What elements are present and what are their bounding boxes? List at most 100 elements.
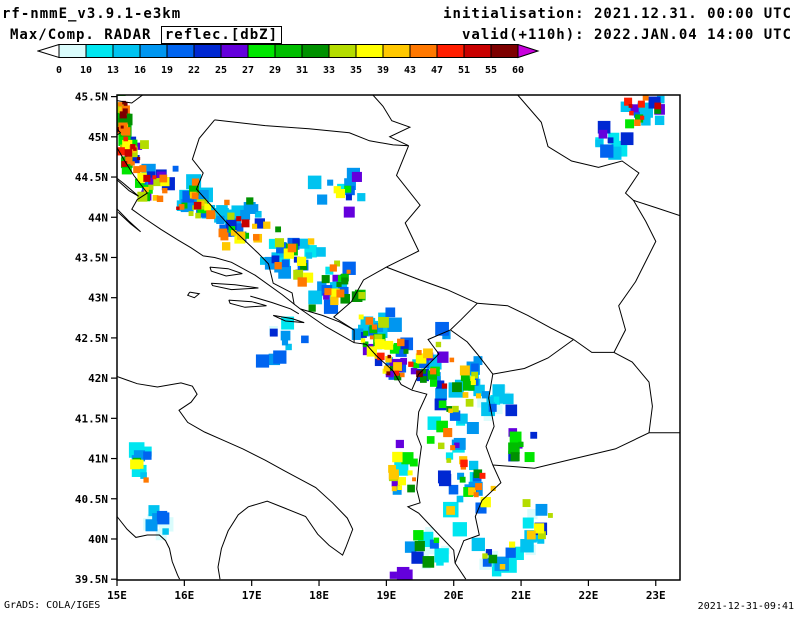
echo-cell	[134, 142, 143, 150]
echo-cell	[224, 199, 230, 206]
colorbar-segment	[58, 44, 87, 58]
echo-cell	[462, 378, 475, 391]
echo-cell	[344, 185, 352, 193]
radar-map: 15E 16E 17E 18E 19E 20E 21E 22E 23E 45.5N 45N 44.5N…	[60, 85, 705, 609]
echo-cell	[221, 242, 231, 251]
echo-cell	[457, 472, 465, 480]
echo-cell	[448, 484, 459, 495]
echo-cell	[120, 125, 124, 129]
echo-cell	[449, 410, 461, 421]
echo-cell	[299, 238, 310, 249]
echo-cell	[307, 175, 322, 190]
echo-cell	[522, 517, 534, 529]
echo-cell	[195, 212, 201, 219]
x-axis-label: 19E	[376, 589, 396, 602]
echo-cell	[292, 238, 300, 246]
echo-cell	[301, 335, 309, 344]
echo-cell	[243, 232, 250, 239]
echo-cell	[411, 551, 424, 564]
geo-line-border-cro-srb	[372, 95, 412, 147]
geo-line-border-mne-srb	[386, 266, 478, 304]
echo-cell	[344, 178, 356, 191]
echo-cell	[351, 328, 364, 340]
echo-cell	[436, 420, 448, 433]
echo-cell	[131, 154, 140, 164]
echo-cell	[490, 402, 503, 415]
echo-cell	[155, 529, 167, 541]
echo-cell	[287, 243, 297, 253]
echo-cell	[387, 317, 402, 332]
echo-cell	[330, 288, 340, 298]
echo-cell	[218, 228, 228, 238]
echo-cell	[308, 290, 323, 305]
echo-cell	[395, 439, 404, 449]
geo-line-border-mkd-grc	[492, 432, 680, 469]
echo-cell	[156, 510, 168, 522]
echo-cell	[340, 293, 351, 304]
echo-cell	[124, 149, 133, 157]
echo-cell	[407, 470, 413, 476]
echo-cell	[425, 527, 434, 536]
geo-line-coast-italy-adriatic	[117, 376, 354, 580]
echo-cell	[246, 197, 254, 205]
echo-cell	[280, 330, 291, 341]
echo-cell	[143, 451, 152, 460]
echo-cell	[419, 376, 427, 383]
echo-cell	[345, 194, 352, 201]
echo-cell	[193, 201, 202, 210]
colorbar-tick-label: 47	[431, 65, 443, 76]
echo-cell	[137, 157, 141, 161]
echo-cell	[252, 223, 258, 229]
echo-cell	[535, 503, 548, 516]
echo-cell	[404, 541, 417, 553]
y-axis-label: 40N	[88, 533, 108, 546]
echo-cell	[408, 361, 414, 367]
echo-cell	[377, 352, 385, 361]
geo-line-border-srb-bgr	[613, 200, 657, 353]
echo-cell	[330, 296, 339, 306]
echo-cell	[466, 421, 479, 435]
echo-cell	[227, 212, 235, 220]
echo-cell	[412, 477, 417, 482]
echo-cell	[259, 257, 268, 265]
echo-cell	[436, 558, 444, 566]
echo-cell	[152, 175, 157, 180]
echo-cell	[459, 476, 466, 483]
echo-cell	[456, 495, 464, 503]
geo-line-border-srb-mkd	[573, 339, 614, 353]
echo-cell	[360, 338, 366, 343]
echo-cell	[427, 370, 438, 380]
echo-cell	[449, 357, 455, 363]
echo-cell	[137, 172, 147, 182]
colorbar-tick-label: 39	[377, 65, 389, 76]
echo-cell	[357, 193, 366, 202]
colorbar-tick-label: 55	[485, 65, 497, 76]
echo-cell	[414, 540, 425, 552]
y-axis-label: 45N	[88, 131, 108, 144]
echo-cell	[520, 538, 534, 553]
echo-cell	[143, 186, 149, 193]
echo-cell	[620, 132, 634, 146]
echo-cell	[397, 338, 405, 347]
geo-line-border-kos-alb	[450, 329, 494, 375]
colorbar-tick-label: 19	[161, 65, 173, 76]
echo-cell	[409, 458, 418, 467]
echo-cell	[481, 391, 490, 399]
echo-cell	[388, 464, 397, 473]
echo-cell	[475, 502, 487, 514]
echo-cell	[654, 106, 662, 114]
echo-cell	[400, 357, 408, 365]
echo-cell	[341, 277, 349, 285]
colorbar-left-arrow	[36, 43, 60, 59]
colorbar-tick-label: 10	[80, 65, 92, 76]
echo-cell	[465, 398, 474, 407]
geo-line-coast-italy-tyrrhenian	[117, 516, 181, 580]
echo-cell	[121, 164, 132, 175]
geo-line-border-slo-cro	[117, 95, 143, 104]
echo-cell	[254, 210, 262, 218]
echo-cell	[482, 557, 492, 567]
echo-cell	[429, 539, 439, 549]
echo-cell	[403, 348, 409, 354]
echo-cell	[305, 252, 313, 259]
echo-cell	[629, 110, 634, 116]
